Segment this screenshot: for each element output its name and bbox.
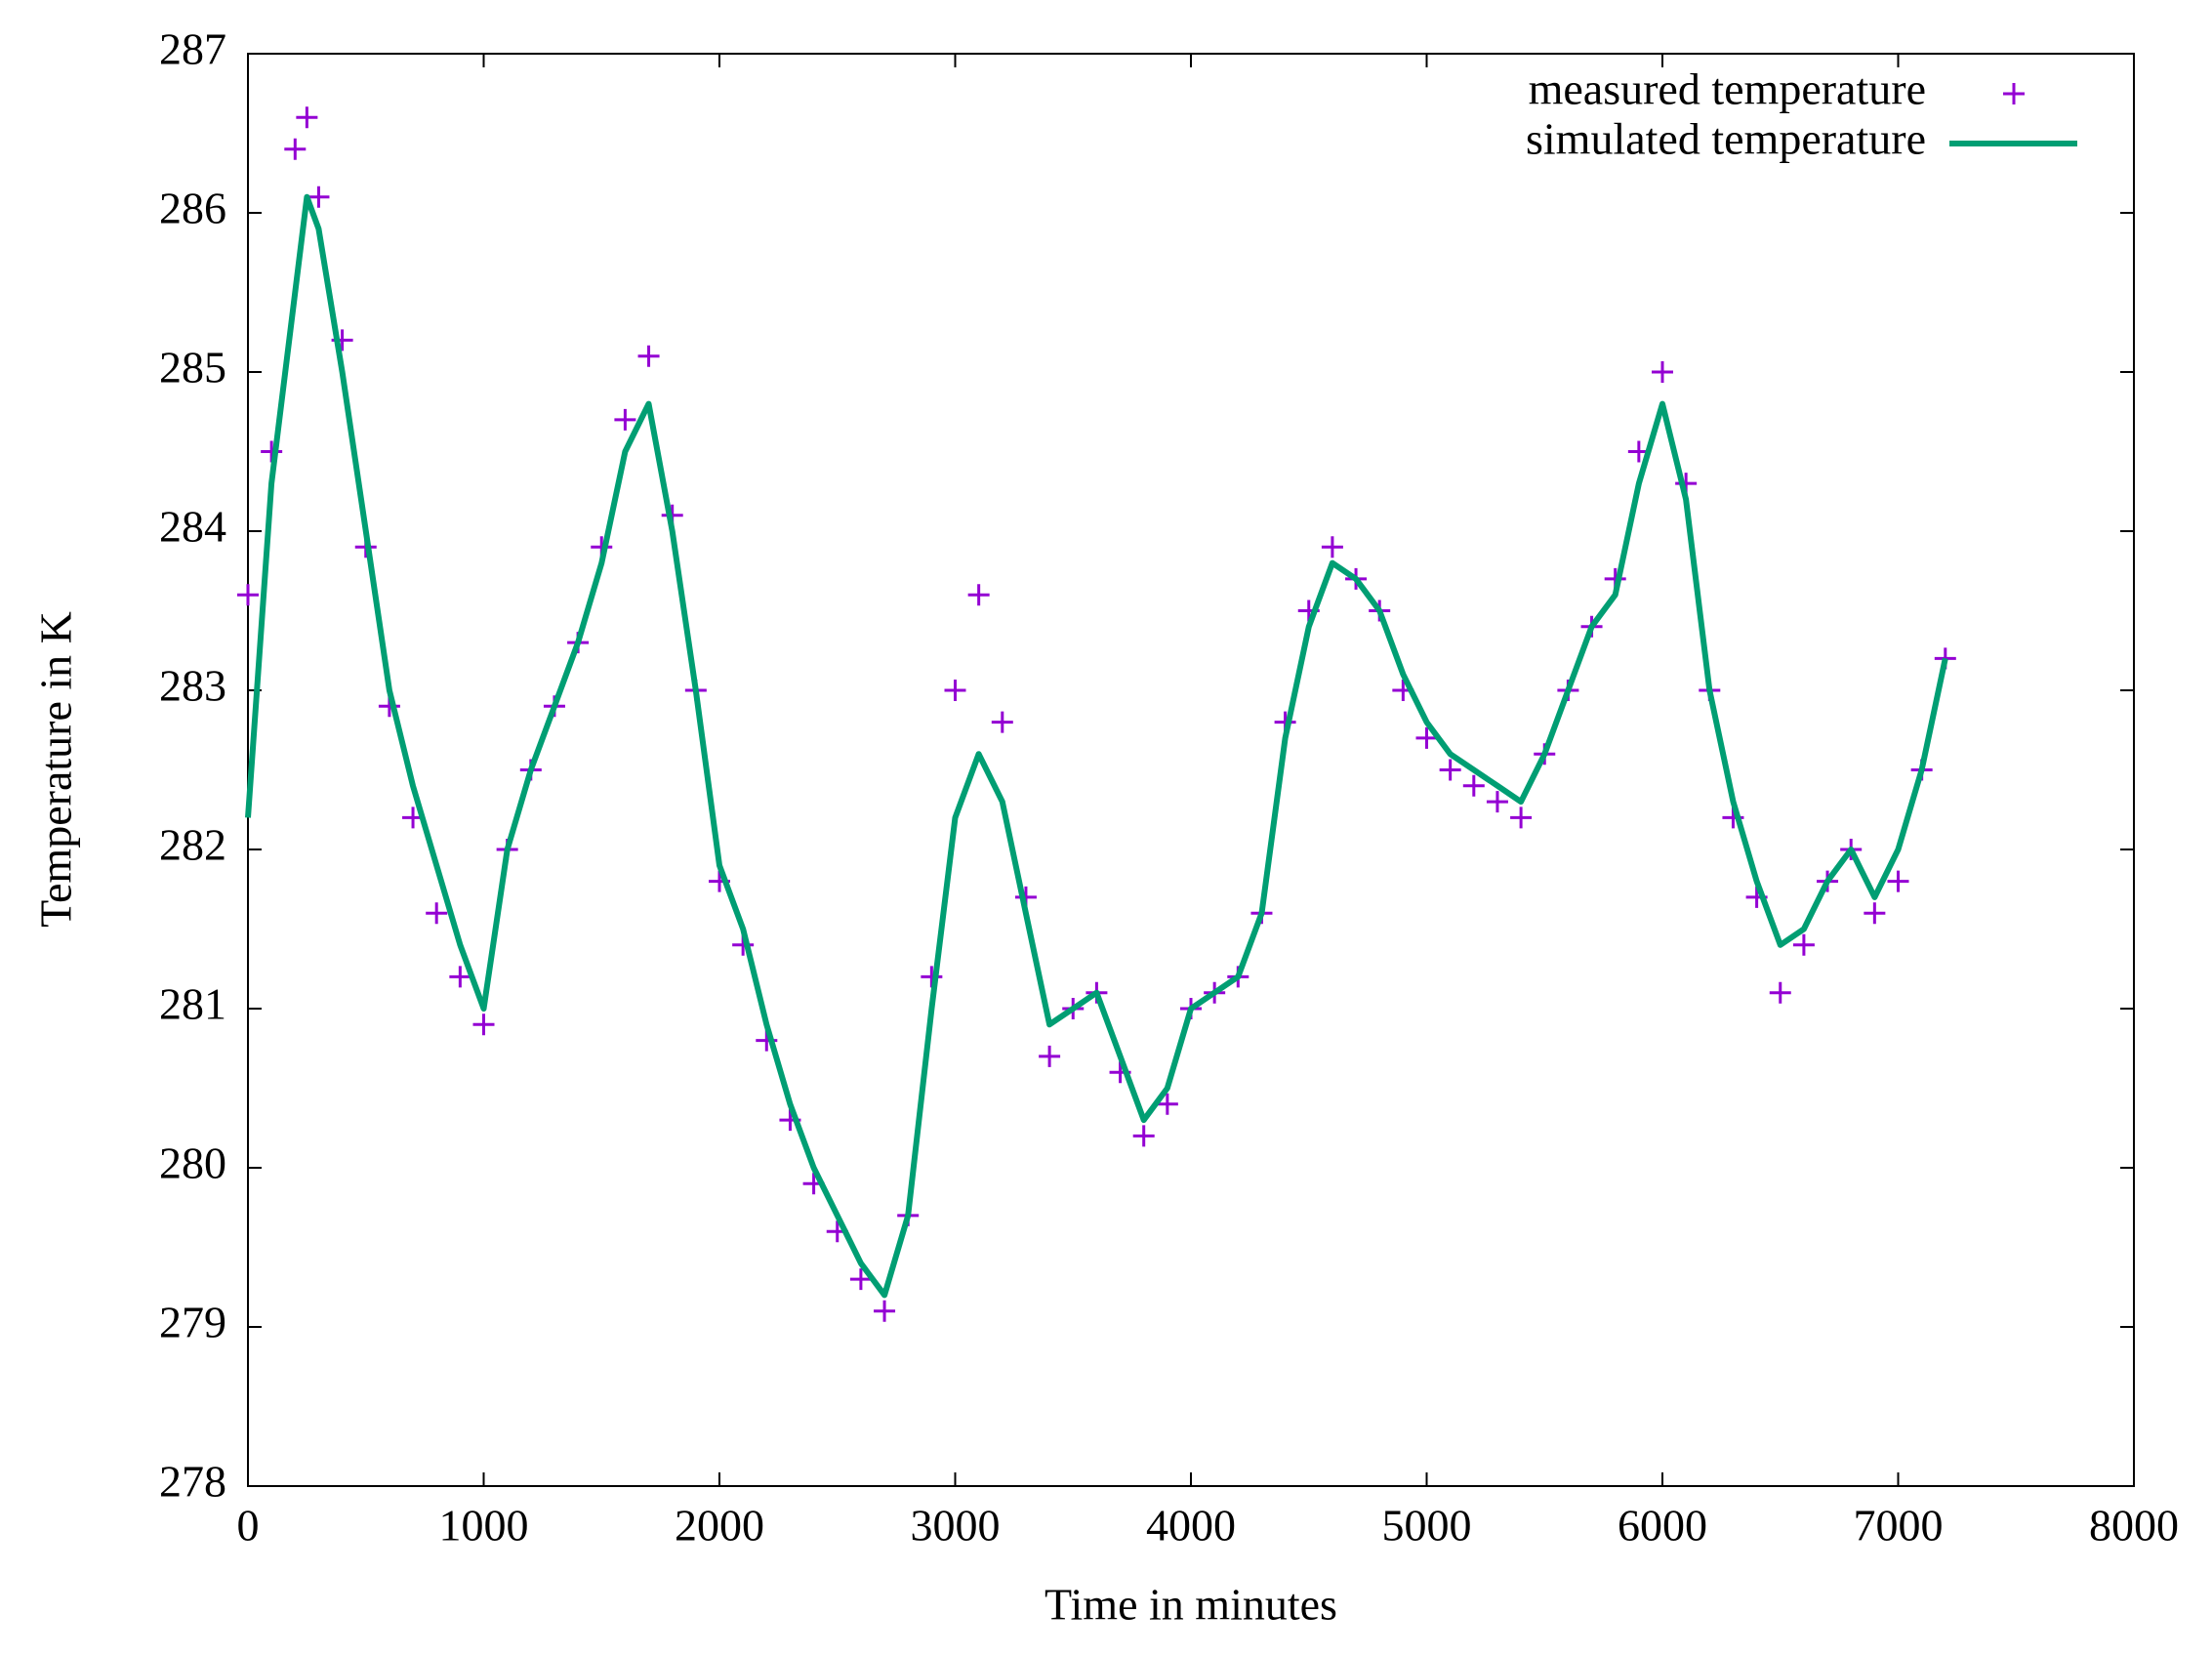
data-point xyxy=(1486,791,1508,813)
x-tick-label: 7000 xyxy=(1854,1501,1944,1551)
data-point xyxy=(874,1300,896,1322)
data-point xyxy=(991,711,1013,733)
data-point xyxy=(1462,774,1485,797)
x-axis-label: Time in minutes xyxy=(1045,1580,1337,1630)
data-point xyxy=(967,584,990,606)
y-tick-label: 278 xyxy=(159,1457,226,1507)
y-tick-label: 284 xyxy=(159,502,226,552)
x-tick-label: 1000 xyxy=(439,1501,529,1551)
x-tick-label: 0 xyxy=(237,1501,260,1551)
data-point xyxy=(284,138,307,160)
x-tick-label: 3000 xyxy=(911,1501,1001,1551)
y-tick-label: 279 xyxy=(159,1298,226,1347)
data-point xyxy=(1510,807,1533,829)
data-point xyxy=(1039,1045,1061,1067)
data-point xyxy=(1415,726,1438,749)
data-point xyxy=(449,966,471,988)
y-tick-label: 282 xyxy=(159,820,226,870)
data-point xyxy=(1792,933,1815,956)
legend-marker xyxy=(2003,83,2025,104)
data-point xyxy=(296,106,318,129)
x-tick-label: 5000 xyxy=(1382,1501,1472,1551)
data-point xyxy=(921,966,943,988)
data-point xyxy=(307,186,330,208)
y-axis-label: Temperature in K xyxy=(31,611,81,928)
plot-frame xyxy=(247,53,2135,1487)
y-tick-label: 283 xyxy=(159,661,226,711)
series-points xyxy=(237,106,1956,1322)
data-point xyxy=(1321,536,1343,559)
series-line xyxy=(245,193,1948,1299)
data-point xyxy=(849,1268,872,1291)
data-point xyxy=(1864,902,1886,925)
data-point xyxy=(1769,981,1791,1004)
data-point xyxy=(1439,759,1461,781)
x-tick-label: 8000 xyxy=(2089,1501,2179,1551)
data-point xyxy=(237,584,259,606)
data-point xyxy=(614,408,636,431)
legend-label: simulated temperature xyxy=(1526,114,1926,164)
y-tick-label: 285 xyxy=(159,343,226,393)
data-point xyxy=(261,440,283,463)
y-tick-label: 281 xyxy=(159,979,226,1029)
y-tick-label: 287 xyxy=(159,24,226,74)
data-point xyxy=(944,680,966,701)
x-tick-label: 6000 xyxy=(1618,1501,1707,1551)
x-tick-label: 4000 xyxy=(1146,1501,1236,1551)
data-point xyxy=(472,1014,495,1036)
x-tick-label: 2000 xyxy=(675,1501,764,1551)
data-point xyxy=(1156,1093,1178,1115)
data-point xyxy=(1887,870,1909,892)
y-tick-label: 280 xyxy=(159,1138,226,1188)
data-point xyxy=(637,345,660,367)
data-point xyxy=(1652,361,1673,383)
legend-label: measured temperature xyxy=(1529,64,1926,114)
data-point xyxy=(426,902,448,925)
y-tick-label: 286 xyxy=(159,184,226,233)
data-point xyxy=(1132,1125,1155,1147)
